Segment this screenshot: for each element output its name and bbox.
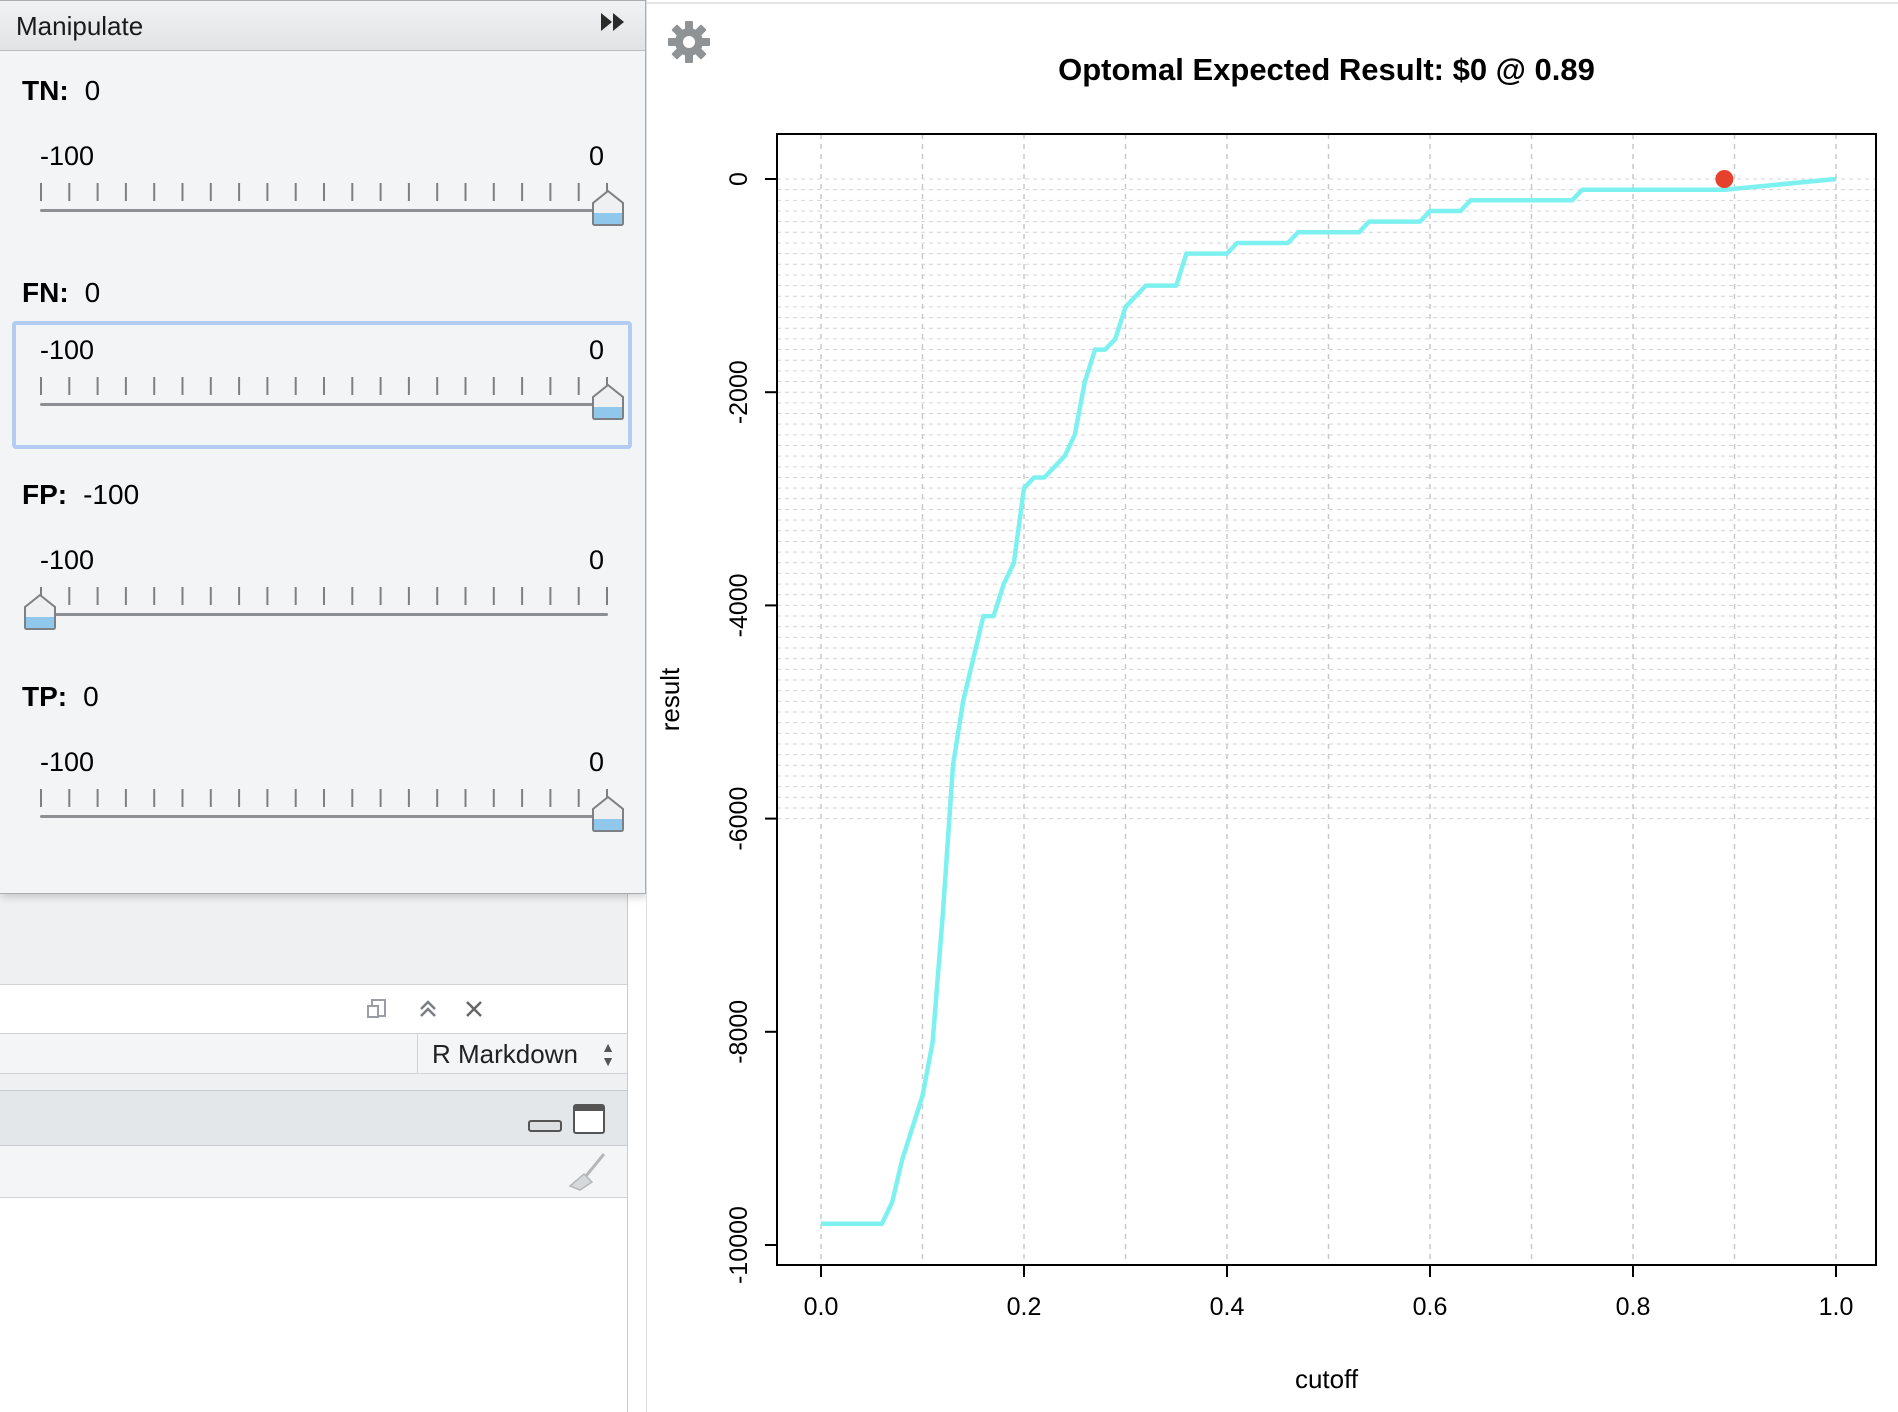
plot-top-border (647, 2, 1898, 4)
fn-slider[interactable]: -100 0 (12, 321, 632, 449)
slider-track[interactable] (40, 815, 608, 818)
tn-value: 0 (84, 75, 101, 106)
document-type-label: R Markdown (432, 1039, 578, 1069)
expected-result-chart: 0.0 0.2 0.4 0.6 0.8 1.0 0 -2000 -4000 -6000 -8000 -… (655, 52, 1877, 1394)
slider-ticks (40, 587, 608, 605)
console-toolbar (0, 1146, 627, 1198)
fn-control-label: FN: 0 (22, 277, 100, 309)
slider-min-label: -100 (40, 141, 95, 171)
y-tick-label: -6000 (725, 787, 753, 851)
manipulate-panel: Manipulate TN: 0 -100 0 FN: 0 -100 0 FP: -1… (0, 0, 646, 894)
slider-max-label: 0 (588, 141, 604, 171)
slider-thumb[interactable] (591, 189, 625, 227)
collapse-up-icon[interactable] (414, 997, 442, 1025)
slider-ticks (40, 377, 608, 395)
slider-thumb[interactable] (591, 795, 625, 833)
tn-slider[interactable]: -100 0 (12, 127, 632, 255)
slider-min-label: -100 (40, 335, 95, 365)
tp-slider[interactable]: -100 0 (12, 733, 632, 861)
y-tick-label: -10000 (725, 1206, 753, 1284)
slider-thumb[interactable] (591, 383, 625, 421)
console-output-area[interactable] (0, 1198, 627, 1412)
y-tick-label: -2000 (725, 360, 753, 424)
x-tick-label: 0.4 (1210, 1293, 1245, 1321)
tn-control-label: TN: 0 (22, 75, 100, 107)
y-tick-label: 0 (725, 172, 753, 186)
tp-value: 0 (83, 681, 99, 712)
fn-label: FN: (22, 277, 69, 308)
chart-title: Optomal Expected Result: $0 @ 0.89 (1058, 52, 1595, 87)
grid (777, 134, 1876, 1265)
slider-ticks (40, 183, 608, 201)
x-tick-label: 0.6 (1413, 1293, 1448, 1321)
fp-slider[interactable]: -100 0 (12, 531, 632, 659)
slider-max-label: 0 (588, 747, 604, 777)
slider-ticks (40, 789, 608, 807)
double-chevron-right-icon[interactable] (599, 11, 627, 39)
y-tick-label: -4000 (725, 573, 753, 637)
fp-control-label: FP: -100 (22, 479, 139, 511)
x-axis-label: cutoff (1295, 1364, 1359, 1394)
plot-frame (776, 133, 1877, 1266)
optimal-point (1715, 170, 1734, 188)
slider-min-label: -100 (40, 545, 95, 575)
y-axis-label: result (655, 667, 685, 731)
fn-value: 0 (84, 277, 101, 308)
x-tick-label: 0.8 (1616, 1293, 1651, 1321)
tp-control-label: TP: 0 (22, 681, 99, 713)
slider-max-label: 0 (588, 545, 604, 575)
fp-value: -100 (83, 479, 140, 510)
source-status-bar: R Markdown ▲ ▼ (0, 1034, 627, 1074)
slider-min-label: -100 (40, 747, 95, 777)
plot-viewer: 0.0 0.2 0.4 0.6 0.8 1.0 0 -2000 -4000 -6000 -8000 -… (646, 0, 1898, 1412)
slider-track[interactable] (40, 209, 608, 212)
result-series-line (821, 176, 1837, 1226)
y-tick-label: -8000 (725, 1000, 753, 1064)
maximize-icon[interactable] (572, 1103, 606, 1140)
console-pane-header (0, 1090, 627, 1146)
broom-clear-icon[interactable] (564, 1152, 608, 1197)
gear-icon[interactable] (665, 18, 713, 66)
tp-label: TP: (22, 681, 68, 712)
slider-track[interactable] (40, 613, 608, 616)
minimize-icon[interactable] (528, 1113, 562, 1138)
document-type-select[interactable]: R Markdown ▲ ▼ (417, 1034, 627, 1074)
x-tick-label: 0.0 (804, 1293, 839, 1321)
manipulate-header: Manipulate (0, 1, 645, 51)
manipulate-title: Manipulate (16, 11, 144, 41)
slider-max-label: 0 (588, 335, 604, 365)
slider-thumb[interactable] (23, 593, 57, 631)
close-icon[interactable] (460, 997, 488, 1025)
source-pane-toolbar (0, 984, 627, 1034)
slider-track[interactable] (40, 403, 608, 406)
select-arrows-icon: ▲ ▼ (601, 1039, 615, 1069)
compile-report-icon[interactable] (364, 997, 392, 1025)
x-tick-label: 1.0 (1819, 1293, 1854, 1321)
tn-label: TN: (22, 75, 69, 106)
fp-label: FP: (22, 479, 68, 510)
x-tick-label: 0.2 (1007, 1293, 1042, 1321)
